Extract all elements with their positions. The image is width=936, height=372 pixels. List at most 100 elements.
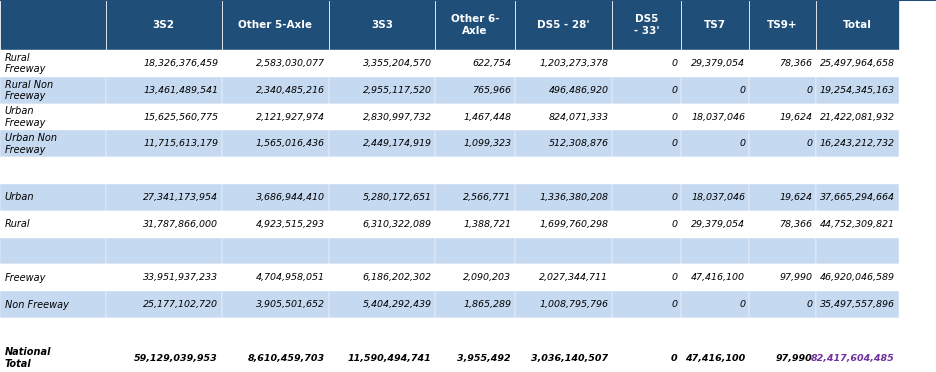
- Text: Urban Non
Freeway: Urban Non Freeway: [5, 133, 57, 155]
- Text: 1,699,760,298: 1,699,760,298: [539, 220, 608, 229]
- Text: 6,186,202,302: 6,186,202,302: [362, 273, 431, 282]
- Text: 25,497,964,658: 25,497,964,658: [820, 59, 895, 68]
- Text: 0: 0: [672, 140, 678, 148]
- Bar: [515, 157, 612, 184]
- Bar: [0, 0, 106, 50]
- Bar: [329, 50, 435, 77]
- Bar: [816, 104, 899, 131]
- Bar: [612, 345, 681, 372]
- Text: 2,340,485,216: 2,340,485,216: [256, 86, 325, 95]
- Bar: [106, 184, 222, 211]
- Bar: [329, 291, 435, 318]
- Bar: [816, 211, 899, 238]
- Text: 2,090,203: 2,090,203: [463, 273, 511, 282]
- Bar: [329, 157, 435, 184]
- Bar: [222, 318, 329, 345]
- Text: Freeway: Freeway: [5, 273, 46, 283]
- Bar: [681, 0, 749, 50]
- Text: 29,379,054: 29,379,054: [691, 220, 745, 229]
- Text: 0: 0: [672, 220, 678, 229]
- Bar: [106, 77, 222, 104]
- Bar: [515, 131, 612, 157]
- Text: 0: 0: [672, 113, 678, 122]
- Text: 0: 0: [671, 354, 678, 363]
- Text: 6,310,322,089: 6,310,322,089: [362, 220, 431, 229]
- Bar: [329, 238, 435, 264]
- Bar: [612, 77, 681, 104]
- Text: 19,624: 19,624: [780, 193, 812, 202]
- Text: 5,404,292,439: 5,404,292,439: [362, 300, 431, 309]
- Bar: [0, 291, 106, 318]
- Text: DS5 - 28': DS5 - 28': [537, 20, 590, 30]
- Text: National
Total: National Total: [5, 347, 51, 369]
- Bar: [106, 318, 222, 345]
- Text: 82,417,604,485: 82,417,604,485: [812, 354, 895, 363]
- Bar: [222, 157, 329, 184]
- Text: 3,036,140,507: 3,036,140,507: [532, 354, 608, 363]
- Bar: [816, 50, 899, 77]
- Bar: [435, 77, 515, 104]
- Bar: [816, 131, 899, 157]
- Bar: [612, 0, 681, 50]
- Text: 824,071,333: 824,071,333: [548, 113, 608, 122]
- Bar: [816, 77, 899, 104]
- Text: 11,590,494,741: 11,590,494,741: [348, 354, 431, 363]
- Text: 0: 0: [739, 140, 745, 148]
- Text: 29,379,054: 29,379,054: [691, 59, 745, 68]
- Bar: [515, 264, 612, 291]
- Bar: [749, 104, 816, 131]
- Bar: [749, 184, 816, 211]
- Bar: [816, 264, 899, 291]
- Bar: [515, 104, 612, 131]
- Bar: [0, 264, 106, 291]
- Text: 496,486,920: 496,486,920: [548, 86, 608, 95]
- Bar: [329, 264, 435, 291]
- Text: 3S3: 3S3: [371, 20, 393, 30]
- Bar: [329, 345, 435, 372]
- Text: 44,752,309,821: 44,752,309,821: [820, 220, 895, 229]
- Text: 27,341,173,954: 27,341,173,954: [143, 193, 218, 202]
- Bar: [329, 131, 435, 157]
- Bar: [106, 157, 222, 184]
- Text: 3,905,501,652: 3,905,501,652: [256, 300, 325, 309]
- Bar: [749, 0, 816, 50]
- Bar: [435, 157, 515, 184]
- Text: 8,610,459,703: 8,610,459,703: [248, 354, 325, 363]
- Bar: [612, 318, 681, 345]
- Bar: [816, 345, 899, 372]
- Bar: [515, 211, 612, 238]
- Text: 0: 0: [672, 86, 678, 95]
- Text: 0: 0: [807, 140, 812, 148]
- Text: 0: 0: [739, 300, 745, 309]
- Bar: [222, 184, 329, 211]
- Bar: [0, 77, 106, 104]
- Bar: [435, 264, 515, 291]
- Bar: [329, 0, 435, 50]
- Bar: [681, 104, 749, 131]
- Text: 46,920,046,589: 46,920,046,589: [820, 273, 895, 282]
- Text: 2,027,344,711: 2,027,344,711: [539, 273, 608, 282]
- Bar: [816, 0, 899, 50]
- Text: 2,583,030,077: 2,583,030,077: [256, 59, 325, 68]
- Bar: [515, 50, 612, 77]
- Bar: [435, 104, 515, 131]
- Bar: [222, 291, 329, 318]
- Text: 2,121,927,974: 2,121,927,974: [256, 113, 325, 122]
- Text: 2,830,997,732: 2,830,997,732: [362, 113, 431, 122]
- Bar: [681, 77, 749, 104]
- Text: 1,388,721: 1,388,721: [463, 220, 511, 229]
- Text: 512,308,876: 512,308,876: [548, 140, 608, 148]
- Text: 35,497,557,896: 35,497,557,896: [820, 300, 895, 309]
- Bar: [816, 291, 899, 318]
- Bar: [681, 211, 749, 238]
- Bar: [612, 131, 681, 157]
- Bar: [681, 291, 749, 318]
- Bar: [435, 291, 515, 318]
- Text: 0: 0: [672, 300, 678, 309]
- Bar: [435, 238, 515, 264]
- Text: 19,254,345,163: 19,254,345,163: [820, 86, 895, 95]
- Bar: [106, 131, 222, 157]
- Text: 21,422,081,932: 21,422,081,932: [820, 113, 895, 122]
- Bar: [749, 131, 816, 157]
- Bar: [612, 211, 681, 238]
